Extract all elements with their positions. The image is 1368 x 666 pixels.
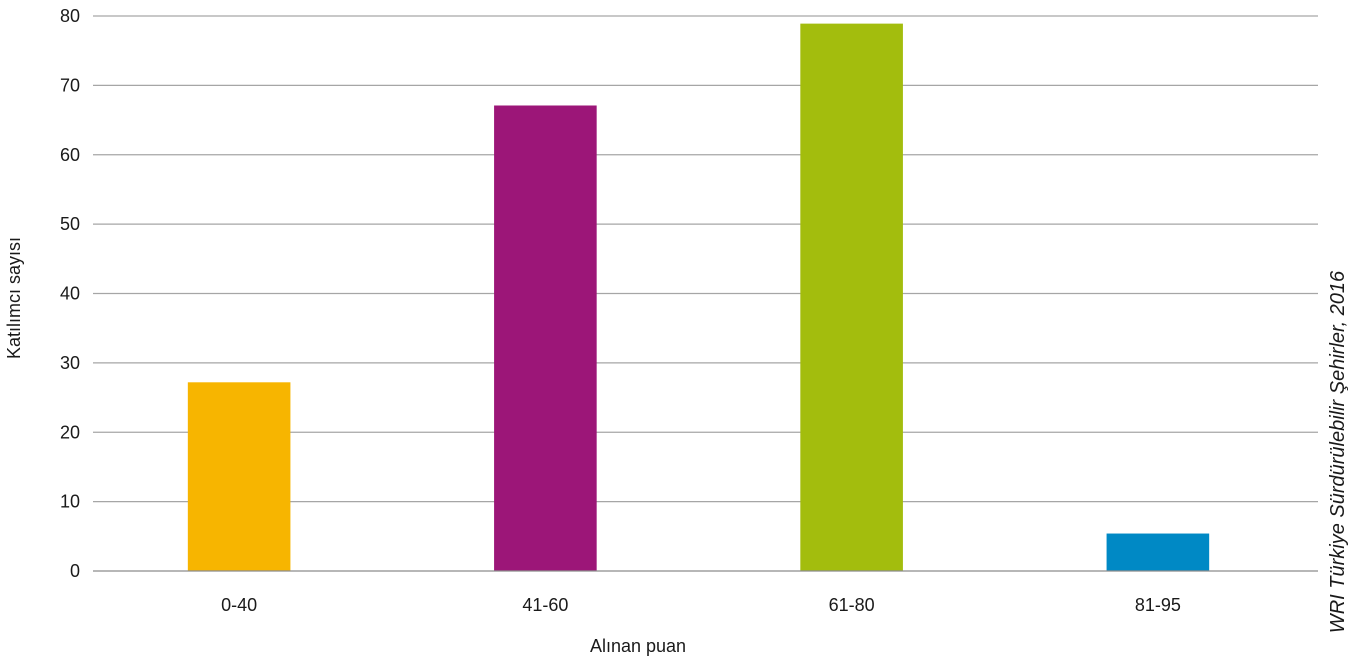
y-tick-label: 60 — [60, 145, 80, 165]
bar-81-95 — [1106, 533, 1210, 571]
y-tick-label: 20 — [60, 422, 80, 442]
y-axis-ticks: 0 10 20 30 40 50 60 70 80 — [60, 6, 80, 581]
y-tick-label: 70 — [60, 75, 80, 95]
x-axis-ticks: 0-40 41-60 61-80 81-95 — [221, 595, 1181, 615]
bars — [187, 23, 1210, 572]
y-tick-label: 40 — [60, 284, 80, 304]
bar-0-40 — [187, 382, 291, 571]
x-tick-label: 0-40 — [221, 595, 257, 615]
y-tick-label: 10 — [60, 492, 80, 512]
x-tick-label: 81-95 — [1135, 595, 1181, 615]
source-note: WRI Türkiye Sürdürülebilir Şehirler, 201… — [1327, 270, 1349, 633]
y-tick-label: 80 — [60, 6, 80, 26]
x-tick-label: 41-60 — [522, 595, 568, 615]
y-tick-label: 0 — [70, 561, 80, 581]
x-tick-label: 61-80 — [829, 595, 875, 615]
y-tick-label: 30 — [60, 353, 80, 373]
y-axis-title: Katılımcı sayısı — [4, 237, 24, 359]
y-tick-label: 50 — [60, 214, 80, 234]
bar-41-60 — [494, 105, 597, 572]
x-axis-title: Alınan puan — [590, 636, 686, 656]
gridlines — [93, 15, 1318, 503]
bar-61-80 — [800, 23, 903, 572]
